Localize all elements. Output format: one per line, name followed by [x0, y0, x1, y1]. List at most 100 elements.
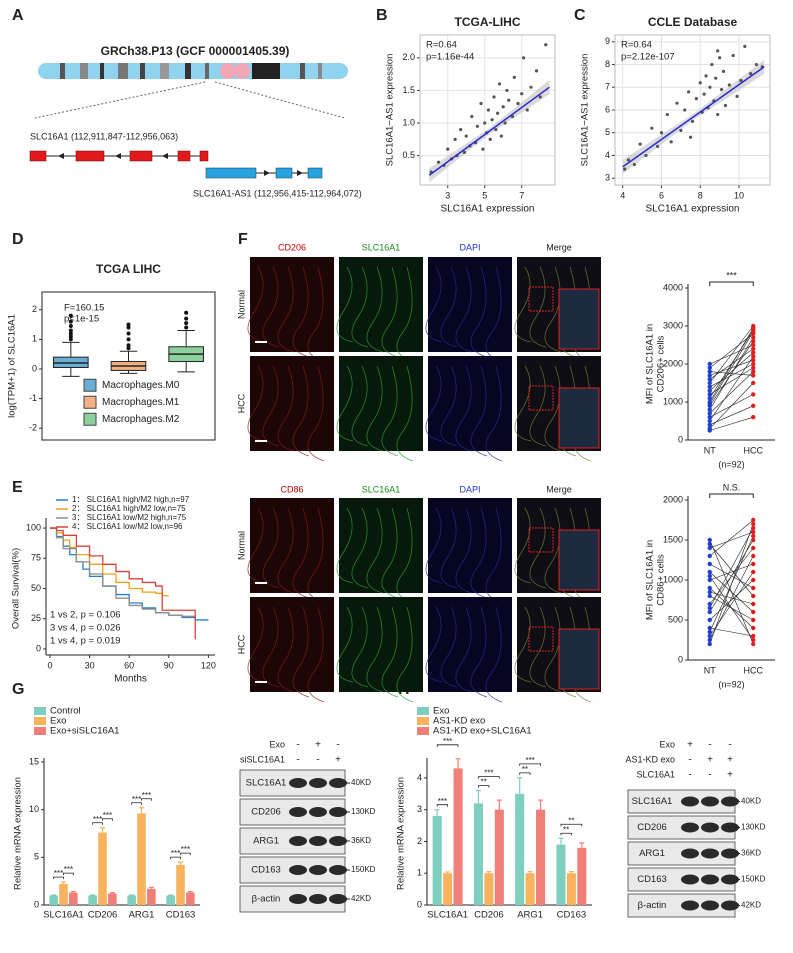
point	[453, 137, 457, 141]
y-tick-label: 5	[34, 852, 39, 862]
bar	[88, 895, 97, 905]
survival-curve	[49, 527, 196, 618]
channel-label: CD86	[280, 484, 303, 494]
y-tick-label: 2000	[663, 358, 683, 368]
panel-label: E	[12, 479, 23, 496]
exon	[75, 150, 105, 162]
exon	[275, 167, 293, 179]
point	[659, 131, 664, 135]
blot-band	[721, 796, 739, 807]
point	[490, 118, 494, 122]
y-tick-label: 0	[678, 434, 683, 444]
point	[626, 158, 631, 162]
point	[688, 135, 693, 139]
point	[707, 573, 712, 579]
pair-line	[709, 371, 754, 376]
point	[716, 112, 720, 117]
cell-outline	[336, 365, 354, 442]
cell-outline	[277, 606, 295, 693]
cell-outline	[247, 266, 265, 343]
point	[751, 609, 756, 615]
outlier	[68, 324, 73, 329]
cell-outline	[485, 507, 503, 604]
annotation: 1 vs 4, p = 0.019	[50, 636, 121, 647]
point	[538, 95, 542, 99]
condition-label: SLC16A1	[636, 769, 675, 779]
band-label: CD163	[251, 865, 281, 876]
outlier	[68, 331, 73, 336]
y-axis-label: CD86+ cells	[656, 554, 667, 606]
point	[751, 593, 756, 599]
point	[475, 124, 479, 128]
point	[694, 97, 698, 101]
point	[707, 537, 712, 543]
annotation: F=160.15	[64, 303, 104, 314]
point	[707, 605, 712, 611]
x-tick-label: 5	[482, 190, 487, 200]
size-label: 36KD	[741, 849, 761, 858]
y-tick-label: -2	[29, 423, 37, 433]
point	[679, 128, 683, 133]
cell-outline	[425, 606, 443, 683]
point	[710, 62, 714, 67]
point	[707, 415, 712, 420]
chromosome-band	[140, 63, 145, 79]
point	[707, 365, 712, 370]
blot-strip	[239, 769, 346, 797]
point	[751, 577, 756, 583]
point	[707, 377, 712, 382]
legend-swatch	[83, 378, 97, 392]
pair-line	[709, 627, 754, 637]
blot-band	[701, 822, 719, 833]
point	[507, 98, 511, 102]
bar	[556, 844, 566, 905]
point	[707, 392, 712, 397]
point	[751, 361, 756, 367]
point	[516, 101, 520, 106]
band-label: ARG1	[639, 848, 665, 859]
bar	[525, 873, 535, 905]
y-tick-label: 1	[417, 868, 422, 878]
legend-label: AS1-KD exo+SLC16A1	[433, 726, 532, 737]
chromosome-band	[205, 63, 209, 79]
annotation: R=0.64	[426, 40, 457, 51]
legend-label: 1： SLC16A1 high/M2 high,n=97	[72, 495, 190, 504]
chromosome-band	[80, 63, 88, 79]
cell-outline	[277, 266, 295, 353]
legend-swatch	[83, 395, 97, 409]
condition-sign: -	[708, 740, 711, 751]
point	[623, 167, 627, 171]
point	[690, 119, 695, 123]
y-tick-label: 500	[668, 614, 683, 624]
blot-band	[721, 900, 739, 911]
x-tick-label: 120	[201, 660, 216, 670]
point	[749, 72, 753, 76]
point	[719, 87, 724, 92]
point	[707, 601, 712, 607]
point	[721, 69, 726, 73]
point	[707, 396, 712, 401]
centromere	[220, 63, 236, 79]
cell-outline	[514, 266, 532, 343]
band-label: SLC16A1	[246, 778, 287, 789]
point	[707, 553, 712, 559]
point	[751, 335, 756, 340]
strand-arrow	[162, 153, 168, 159]
condition-sign: +	[707, 755, 713, 766]
blot-band	[329, 836, 347, 846]
x-tick-label: CD206	[474, 910, 504, 921]
point	[492, 95, 496, 99]
error-bar	[178, 861, 183, 865]
zoom-inset	[558, 628, 600, 690]
row-label: Normal	[236, 531, 246, 560]
strand-arrow	[58, 153, 64, 159]
point	[529, 85, 533, 89]
x-tick-label: CD163	[166, 910, 196, 921]
point	[704, 74, 708, 78]
point	[707, 411, 712, 416]
y-tick-label: 2000	[663, 494, 683, 504]
y-tick-label: 4000	[663, 282, 683, 292]
band-label: CD206	[251, 807, 281, 818]
point	[675, 101, 679, 105]
cell-outline	[529, 365, 547, 447]
